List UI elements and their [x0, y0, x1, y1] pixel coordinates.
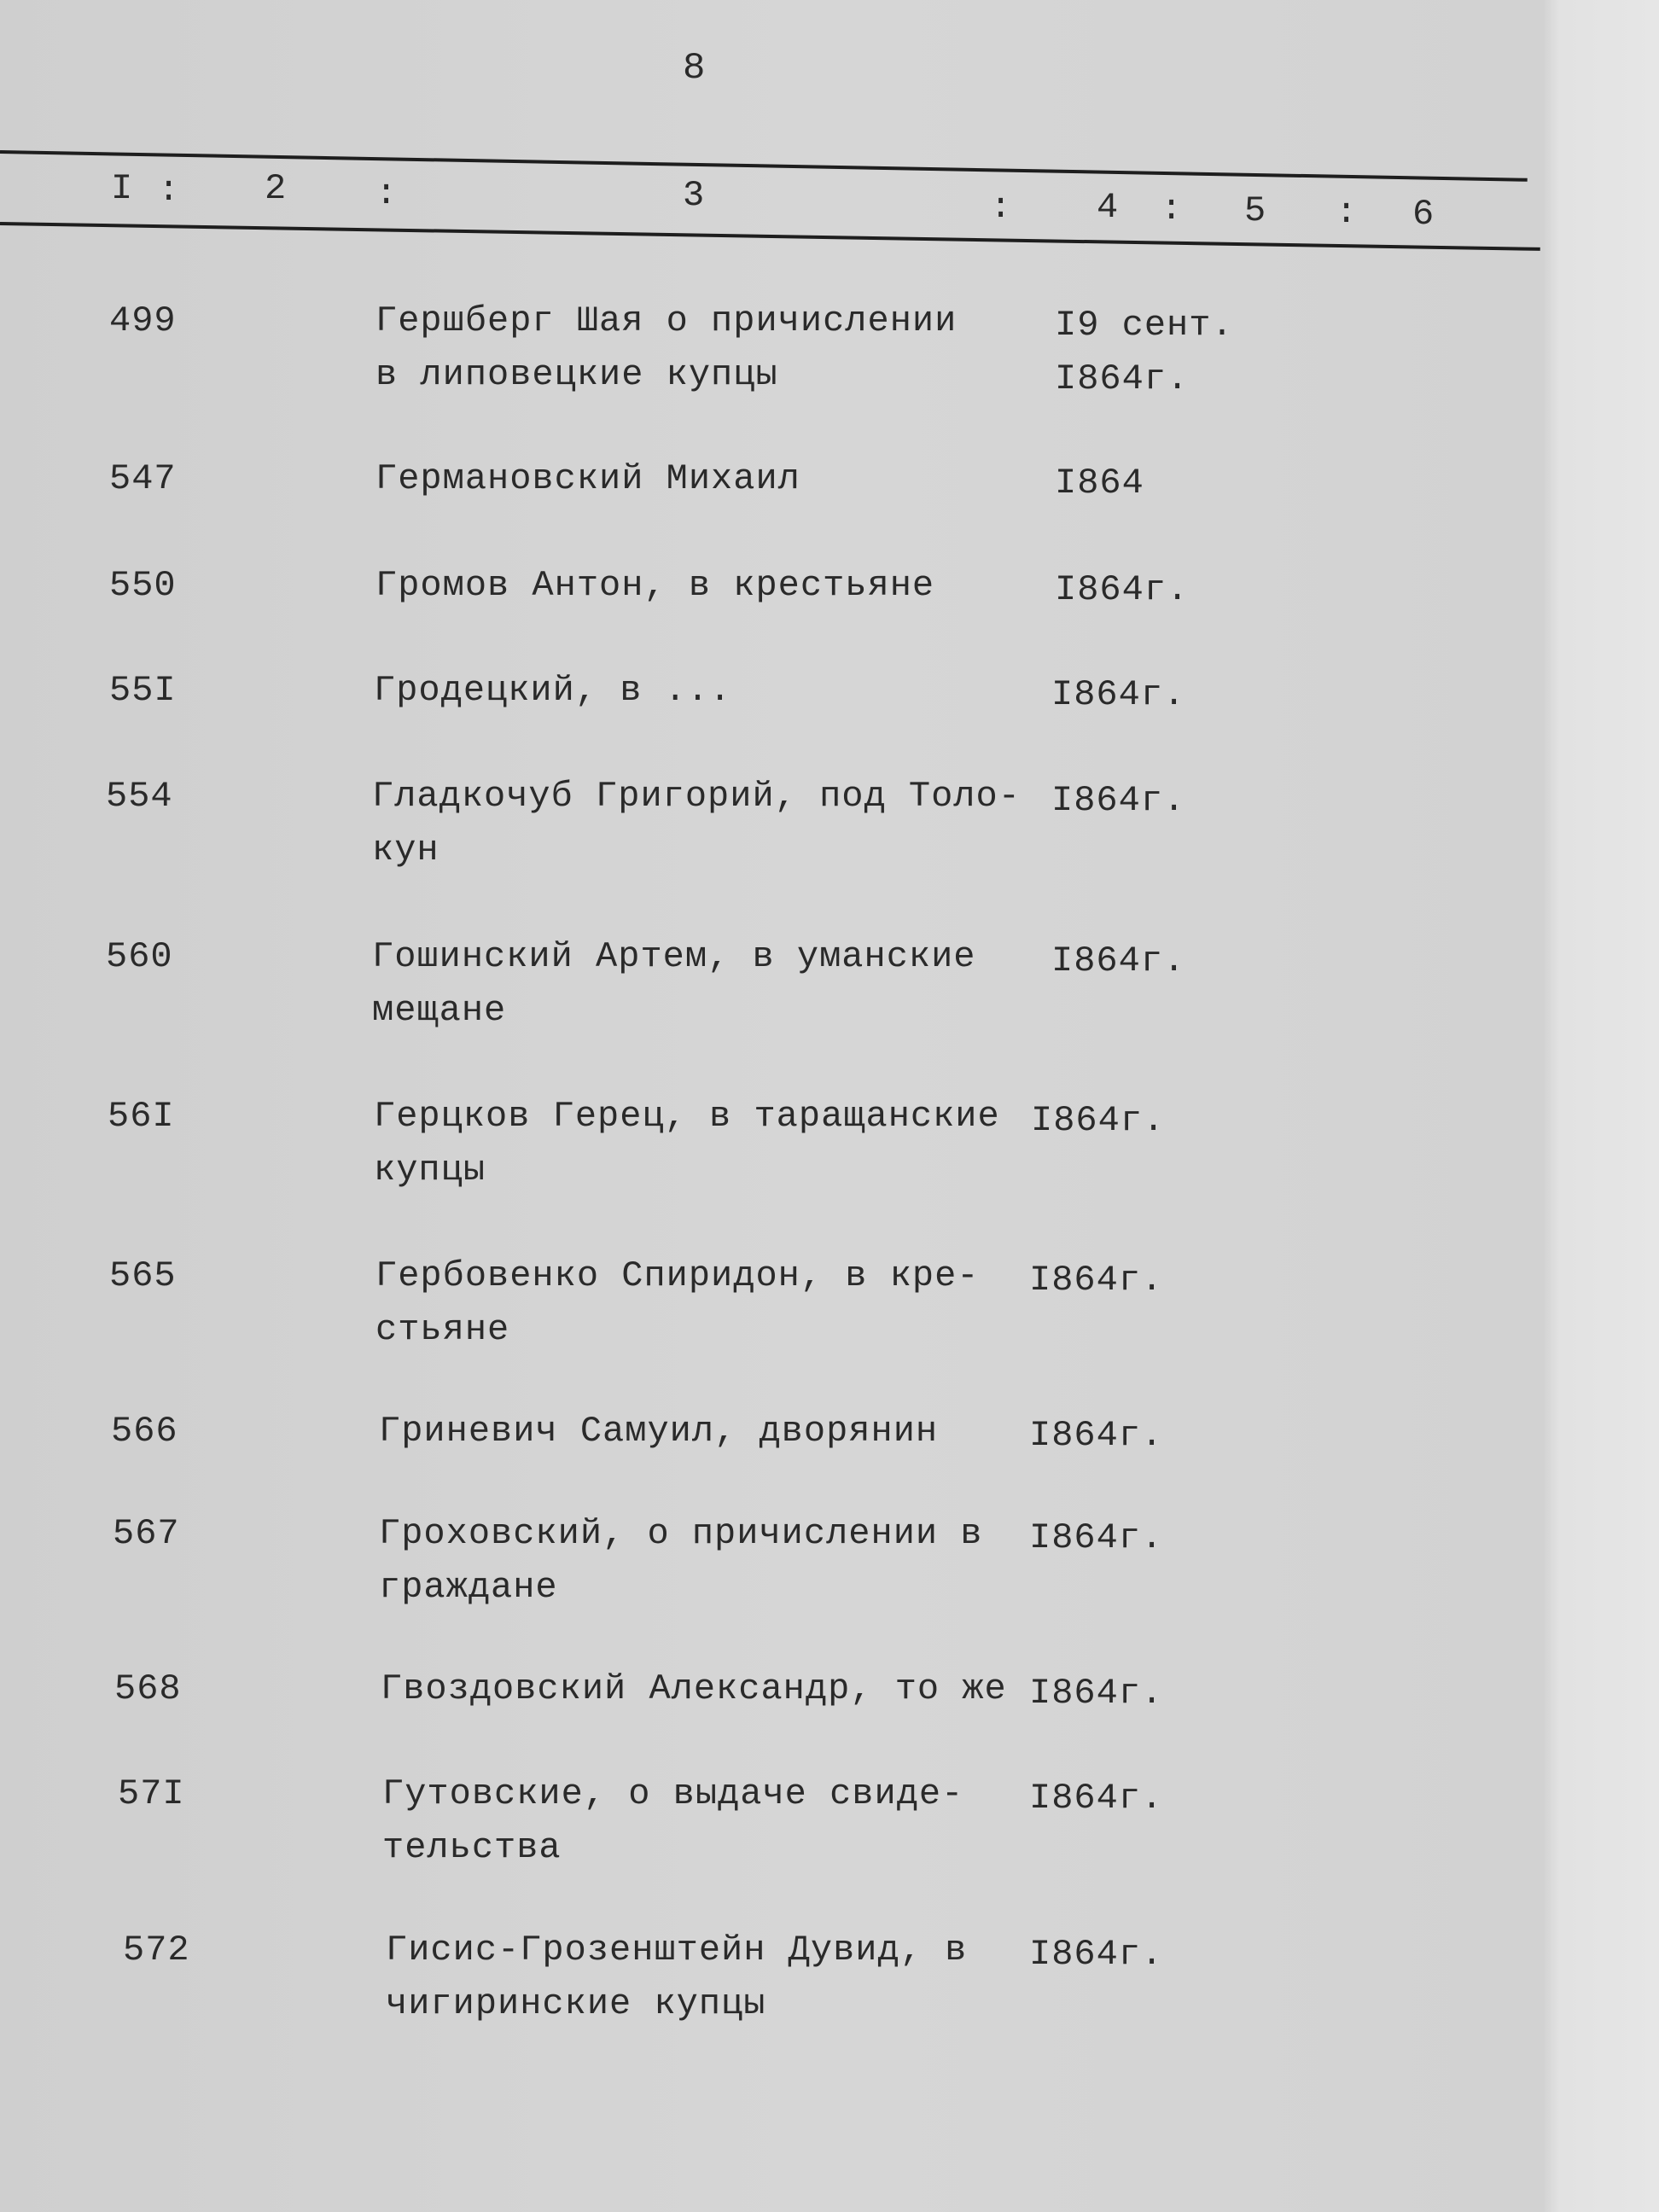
column-2-header: 2: [265, 168, 288, 209]
entry-date: I9 сент.: [1055, 305, 1234, 346]
entry-number: 554: [106, 776, 173, 817]
entry-date: I864г.: [1051, 780, 1186, 821]
entry-description-line: в липовецкие купцы: [375, 354, 778, 395]
entry-date: I864г.: [1051, 674, 1186, 715]
entry-description-line: Гисис-Грозенштейн Дувид, в: [386, 1930, 968, 1970]
column-6-header: 6: [1412, 194, 1435, 235]
entry-date: I864г.: [1051, 940, 1186, 981]
entry-date: I864г.: [1031, 1100, 1166, 1141]
column-3-header: 3: [683, 175, 706, 216]
column-5-header: 5: [1244, 190, 1267, 231]
entry-number: 550: [109, 565, 177, 606]
entry-number: 57I: [118, 1773, 185, 1814]
entry-description-line: Гошинский Артем, в уманские: [372, 936, 976, 977]
entry-description-line: чигиринские купцы: [386, 1983, 766, 2024]
entry-number: 56I: [108, 1096, 175, 1137]
column-separator: :: [1161, 189, 1184, 230]
entry-description-line: стьяне: [375, 1309, 510, 1350]
entry-date: I864г.: [1055, 569, 1190, 610]
column-separator: :: [1336, 192, 1359, 233]
entry-description-line: Громов Антон, в крестьяне: [375, 565, 935, 606]
entry-number: 565: [109, 1255, 177, 1296]
entry-description-line: мещане: [372, 990, 507, 1031]
entry-date: I864г.: [1029, 1673, 1164, 1714]
entry-date: I864г.: [1029, 1415, 1164, 1456]
entry-description-line: граждане: [379, 1567, 558, 1608]
entry-description-line: Гроховский, о причислении в: [379, 1513, 983, 1554]
entry-date: I864г.: [1055, 358, 1190, 399]
entry-description-line: купцы: [374, 1150, 486, 1190]
entry-date: I864: [1055, 463, 1144, 504]
page-number: 8: [683, 47, 706, 90]
entry-description-line: Германовский Михаил: [375, 458, 800, 499]
entry-date: I864г.: [1029, 1260, 1164, 1301]
column-separator: :: [375, 173, 399, 214]
entry-description-line: Гродецкий, в ...: [374, 670, 732, 711]
entry-description-line: Гербовенко Спиридон, в кре-: [375, 1255, 980, 1296]
header-top-rule: [0, 150, 1528, 182]
column-1-header: I: [111, 168, 134, 209]
entry-description-line: тельства: [382, 1827, 562, 1868]
header-bottom-rule: [0, 222, 1540, 251]
entry-description-line: кун: [372, 830, 439, 870]
entry-description-line: Гутовские, о выдаче свиде-: [382, 1773, 964, 1814]
entry-number: 547: [109, 458, 177, 499]
entry-description-line: Гладкочуб Григорий, под Толо-: [372, 776, 1021, 817]
entry-date: I864г.: [1029, 1934, 1164, 1975]
entry-description-line: Гвоздовский Александр, то же: [381, 1668, 1007, 1709]
entry-number: 572: [123, 1930, 190, 1970]
entry-description-line: Гриневич Самуил, дворянин: [379, 1411, 939, 1452]
column-separator: :: [990, 187, 1013, 228]
entry-number: 567: [113, 1513, 180, 1554]
entry-number: 55I: [109, 670, 177, 711]
entry-date: I864г.: [1029, 1778, 1164, 1819]
entry-number: 499: [109, 300, 177, 341]
column-4-header: 4: [1097, 187, 1120, 228]
entry-description-line: Гершберг Шая о причислении: [375, 300, 958, 341]
entry-number: 566: [111, 1411, 178, 1452]
entry-number: 568: [114, 1668, 182, 1709]
entry-date: I864г.: [1029, 1517, 1164, 1558]
entry-number: 560: [106, 936, 173, 977]
column-separator: :: [158, 170, 181, 211]
entry-description-line: Герцков Герец, в таращанские: [374, 1096, 1000, 1137]
